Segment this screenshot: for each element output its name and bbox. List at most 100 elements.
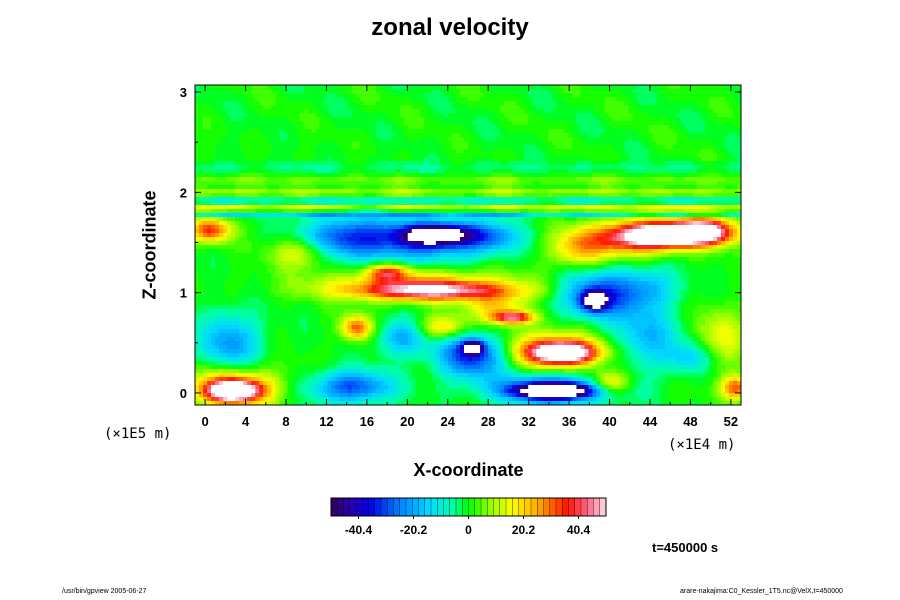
heatmap-cell xyxy=(463,149,469,154)
heatmap-cell xyxy=(427,213,433,218)
heatmap-cell xyxy=(391,89,397,94)
heatmap-cell xyxy=(696,221,702,226)
heatmap-cell xyxy=(291,101,296,106)
heatmap-cell xyxy=(580,173,585,178)
heatmap-cell xyxy=(672,113,678,118)
heatmap-cell xyxy=(299,193,304,198)
heatmap-cell xyxy=(720,141,726,146)
heatmap-cell xyxy=(303,189,308,194)
heatmap-cell xyxy=(287,93,292,98)
heatmap-cell xyxy=(652,145,658,150)
heatmap-cell xyxy=(263,193,268,198)
heatmap-cell xyxy=(632,85,638,90)
heatmap-cell xyxy=(552,153,557,158)
heatmap-cell xyxy=(588,217,593,222)
heatmap-cell xyxy=(696,145,702,150)
heatmap-cell xyxy=(331,93,336,98)
heatmap-cell xyxy=(492,85,497,90)
heatmap-cell xyxy=(660,105,666,110)
heatmap-cell xyxy=(447,133,453,138)
heatmap-cell xyxy=(375,85,381,90)
heatmap-cell xyxy=(299,225,304,230)
heatmap-cell xyxy=(463,213,469,218)
heatmap-cell xyxy=(459,169,465,174)
heatmap-cell xyxy=(524,221,529,226)
heatmap-cell xyxy=(692,145,698,150)
heatmap-cell xyxy=(319,197,324,202)
heatmap-cell xyxy=(592,165,597,170)
heatmap-cell xyxy=(648,169,654,174)
heatmap-cell xyxy=(488,193,493,198)
heatmap-cell xyxy=(572,181,577,186)
heatmap-cell xyxy=(520,225,525,230)
heatmap-cell xyxy=(431,125,437,130)
heatmap-cell xyxy=(524,181,529,186)
heatmap-cell xyxy=(223,221,228,226)
heatmap-cell xyxy=(223,217,228,222)
heatmap-cell xyxy=(564,117,569,122)
heatmap-cell xyxy=(588,177,593,182)
heatmap-cell xyxy=(688,109,694,114)
heatmap-cell xyxy=(239,205,244,210)
heatmap-cell xyxy=(263,145,268,150)
heatmap-cell xyxy=(291,109,296,114)
heatmap-cell xyxy=(287,229,292,234)
heatmap-cell xyxy=(303,225,308,230)
heatmap-cell xyxy=(347,109,352,114)
heatmap-cell xyxy=(423,109,429,114)
heatmap-cell xyxy=(576,93,581,98)
heatmap-cell xyxy=(423,145,429,150)
heatmap-cell xyxy=(712,101,718,106)
heatmap-cell xyxy=(524,189,529,194)
heatmap-cell xyxy=(315,109,320,114)
heatmap-cell xyxy=(512,145,517,150)
heatmap-cell xyxy=(584,177,589,182)
heatmap-cell xyxy=(712,141,718,146)
heatmap-cell xyxy=(644,117,650,122)
heatmap-cell xyxy=(411,197,417,202)
heatmap-cell xyxy=(427,157,433,162)
heatmap-cell xyxy=(724,145,730,150)
heatmap-cell xyxy=(488,197,493,202)
heatmap-cell xyxy=(472,93,477,98)
heatmap-cell xyxy=(676,213,682,218)
heatmap-cell xyxy=(476,213,481,218)
heatmap-cell xyxy=(199,125,204,130)
heatmap-cell xyxy=(564,101,569,106)
heatmap-cell xyxy=(624,189,629,194)
heatmap-cell xyxy=(367,181,373,186)
heatmap-cell xyxy=(255,93,260,98)
heatmap-cell xyxy=(443,225,449,230)
heatmap-cell xyxy=(219,121,224,126)
heatmap-cell xyxy=(347,101,352,106)
heatmap-cell xyxy=(648,201,654,206)
heatmap-cell xyxy=(303,229,308,234)
heatmap-cell xyxy=(484,221,489,226)
heatmap-cell xyxy=(736,97,742,102)
heatmap-cell xyxy=(484,141,489,146)
heatmap-cell xyxy=(624,85,629,90)
heatmap-cell xyxy=(423,153,429,158)
heatmap-cell xyxy=(620,189,625,194)
heatmap-cell xyxy=(331,193,336,198)
heatmap-cell xyxy=(696,141,702,146)
heatmap-cell xyxy=(684,197,690,202)
heatmap-cell xyxy=(520,85,525,90)
heatmap-cell xyxy=(443,145,449,150)
heatmap-cell xyxy=(564,149,569,154)
heatmap-cell xyxy=(363,201,369,206)
heatmap-cell xyxy=(251,177,256,182)
heatmap-cell xyxy=(419,149,425,154)
heatmap-cell xyxy=(335,229,340,234)
heatmap-cell xyxy=(435,93,441,98)
heatmap-cell xyxy=(700,161,706,166)
heatmap-cell xyxy=(600,189,605,194)
heatmap-cell xyxy=(552,121,557,126)
heatmap-cell xyxy=(700,145,706,150)
heatmap-cell xyxy=(387,121,393,126)
heatmap-cell xyxy=(355,125,360,130)
heatmap-cell xyxy=(195,173,200,178)
heatmap-cell xyxy=(616,177,621,182)
heatmap-cell xyxy=(335,141,340,146)
heatmap-cell xyxy=(592,85,597,90)
